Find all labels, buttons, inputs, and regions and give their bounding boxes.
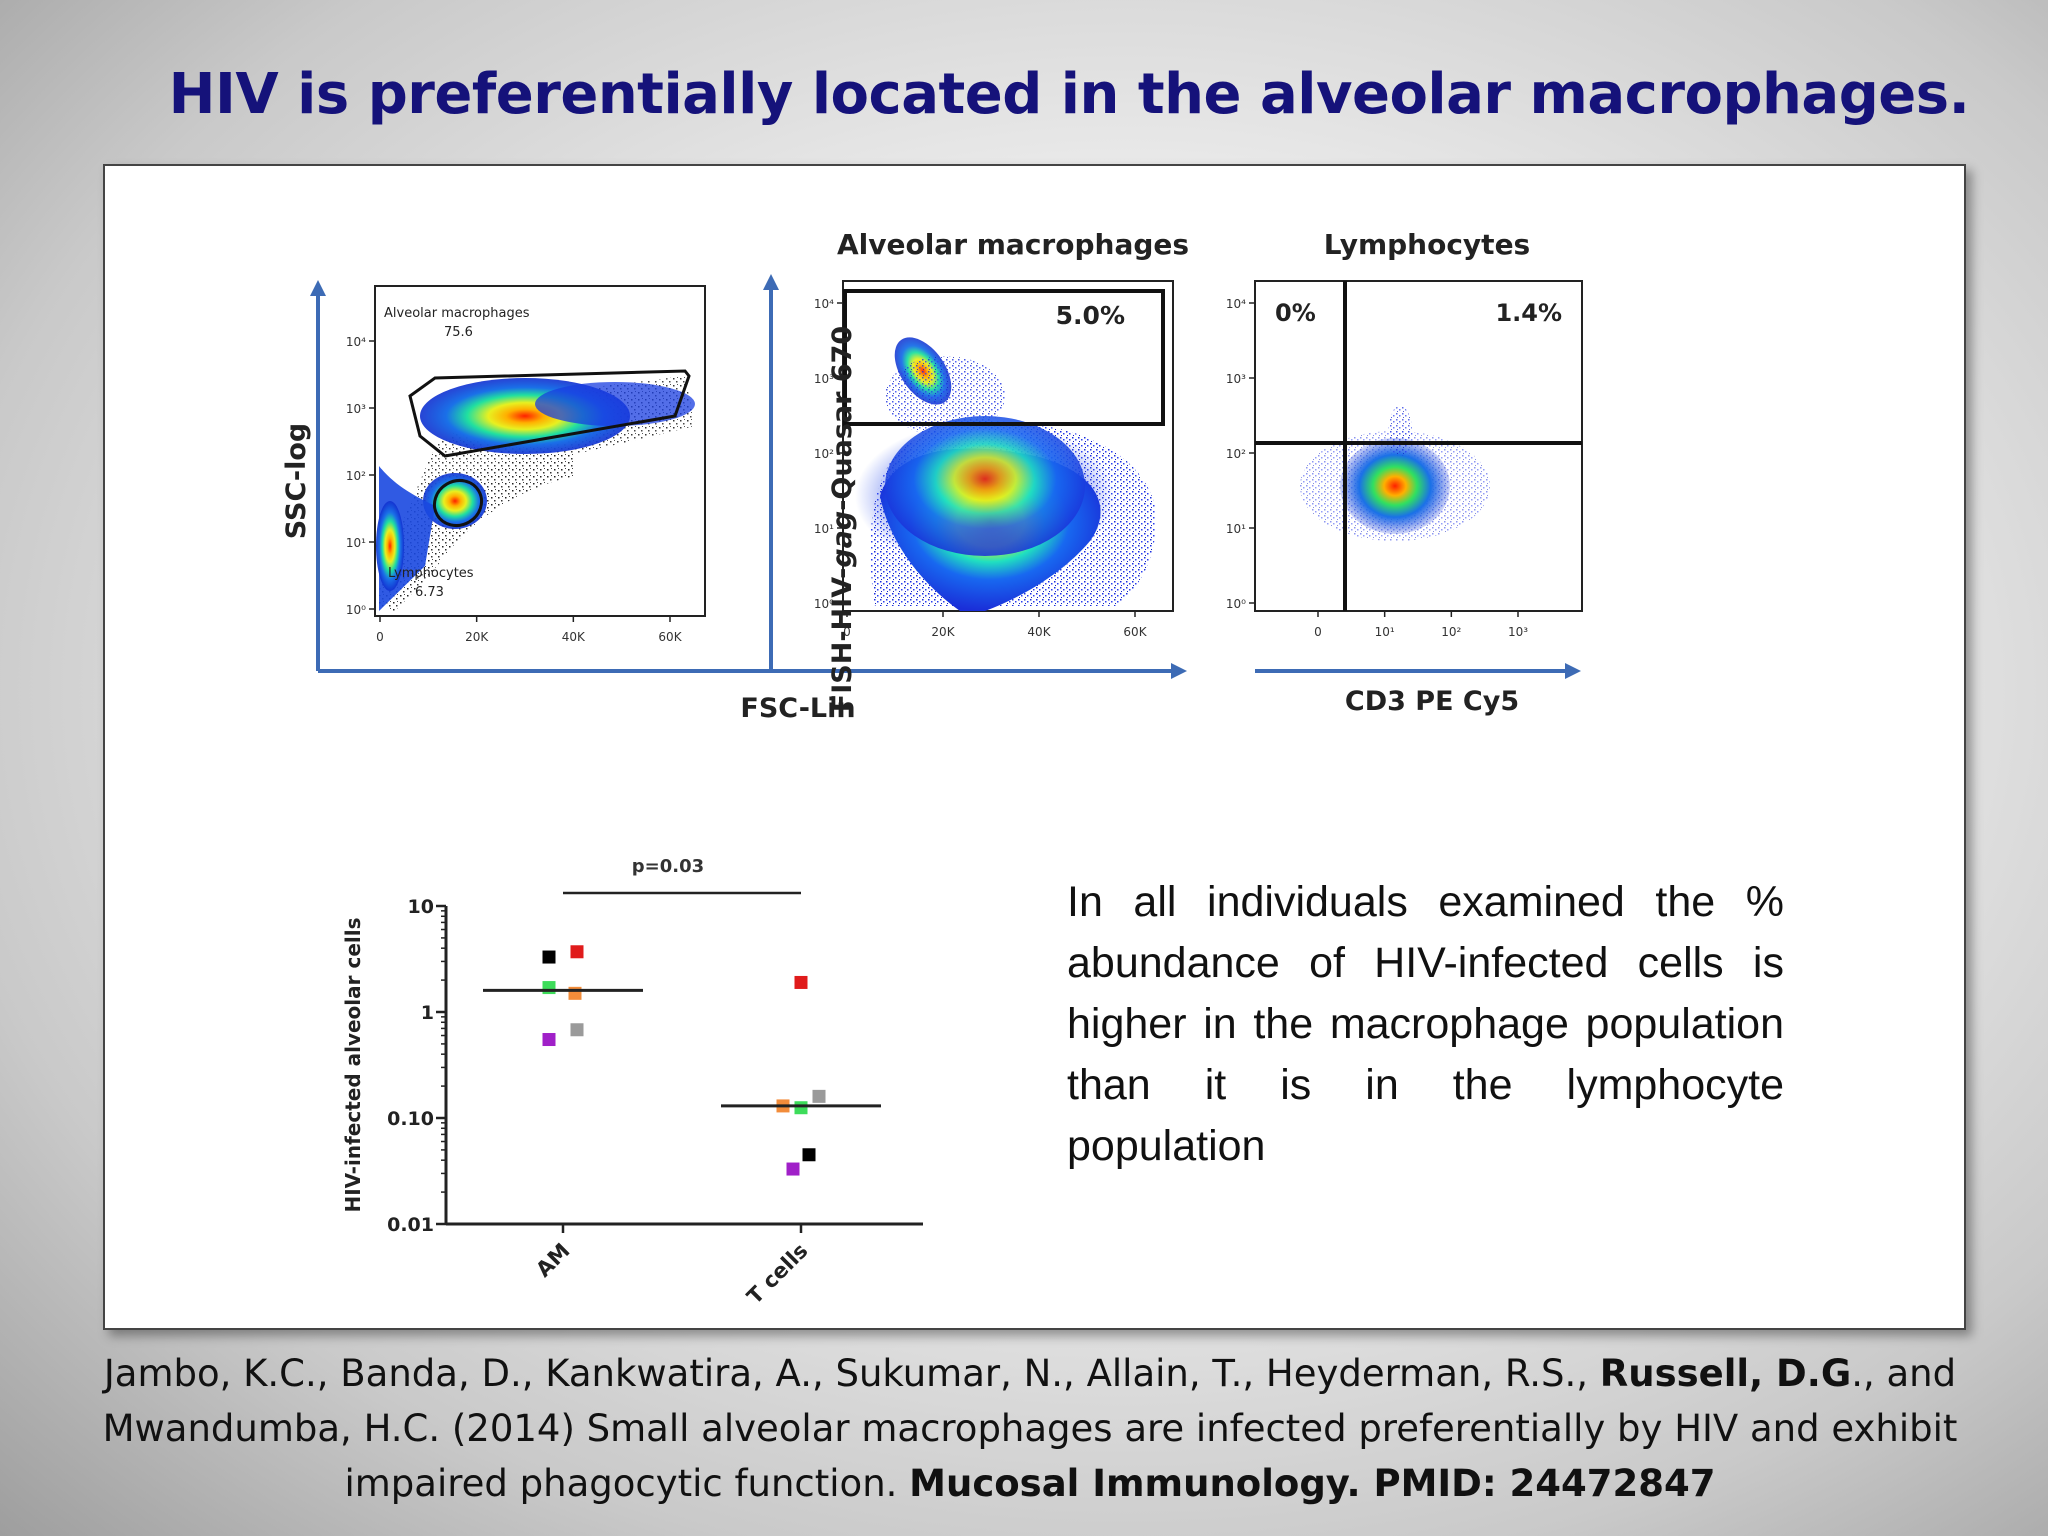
panel1-x-ticks: 0 20K 40K 60K: [376, 616, 683, 644]
gate-bottom-value: 6.73: [415, 585, 444, 600]
quadrant-upper-right: 1.4%: [1495, 299, 1562, 327]
panel2-gate-percent: 5.0%: [1056, 301, 1125, 330]
data-point: [542, 1033, 556, 1047]
shared-x-axis-label: FSC-Lin: [740, 693, 855, 724]
x-tick-label: 10²: [1441, 625, 1461, 639]
flow-panel-3: Lymphocytes 0% 1.4% 10⁴ 10³ 10² 10¹ 10⁰ 0 10¹…: [1226, 228, 1583, 717]
x-tick-label: AM: [531, 1239, 574, 1282]
x-tick-label: 20K: [465, 630, 489, 644]
y-tick-label: 10²: [346, 469, 366, 483]
y-tick-label: 10⁴: [346, 335, 366, 349]
body-text: In all individuals examined the % abunda…: [1067, 878, 1784, 1170]
y-tick-label: 10¹: [1226, 522, 1246, 536]
hiv-dot-plot: 10 1 0.10 0.01 HIV-infected alveolar cells AM…: [341, 856, 923, 1309]
y-tick-label: 10²: [1226, 447, 1246, 461]
panel1-y-axis-label: SSC-log: [281, 423, 312, 539]
arrow-head-icon: [1565, 663, 1581, 679]
x-tick-label: 10¹: [1375, 625, 1395, 639]
x-tick-label: 0: [1314, 625, 1322, 639]
panel3-x-axis-label: CD3 PE Cy5: [1345, 686, 1519, 717]
y-tick-label: 10²: [814, 447, 834, 461]
quadrant-upper-left: 0%: [1275, 299, 1316, 327]
gate-alveolar-macrophages: [408, 369, 691, 458]
data-point: [570, 945, 584, 959]
y-tick-label: 0.01: [387, 1214, 434, 1236]
x-tick-label: 60K: [1123, 625, 1147, 639]
gate-top-label: Alveolar macrophages: [384, 306, 530, 321]
y-tick-label: 10⁰: [1226, 597, 1246, 611]
y-tick-label: 0.10: [387, 1108, 434, 1130]
flow-panel-1: Alveolar macrophages 75.6 Lymphocytes 6.…: [281, 285, 706, 644]
y-tick-label: 10⁴: [1226, 297, 1246, 311]
gate-bottom-label: Lymphocytes: [388, 566, 474, 581]
x-tick-label: 10³: [1508, 625, 1528, 639]
x-tick-label: 0: [376, 630, 384, 644]
panel2-title: Alveolar macrophages: [837, 228, 1189, 261]
citation: Jambo, K.C., Banda, D., Kankwatira, A., …: [90, 1346, 1970, 1511]
citation-authors: Jambo, K.C., Banda, D., Kankwatira, A., …: [103, 1352, 1600, 1395]
panel3-x-ticks: 0 10¹ 10² 10³: [1314, 611, 1528, 639]
x-tick-label: 0: [843, 625, 851, 639]
dot-plot-y-axis-label: HIV-infected alveolar cells: [341, 917, 365, 1212]
gate-lymphocytes: [432, 478, 484, 528]
data-point: [542, 981, 556, 995]
data-point: [570, 1023, 584, 1037]
y-tick-label: 10⁰: [814, 597, 834, 611]
y-tick-label: 10⁰: [346, 603, 366, 617]
data-point: [568, 986, 582, 1000]
significance-label: p=0.03: [632, 856, 704, 877]
figure-panel: Alveolar macrophages 75.6 Lymphocytes 6.…: [103, 164, 1966, 1330]
panel1-y-ticks: 10⁴ 10³ 10² 10¹ 10⁰: [346, 335, 375, 617]
panel2-y-axis-label: FISH-HIV-gag-Quasar 670: [827, 326, 858, 712]
gate-top-value: 75.6: [444, 325, 473, 340]
y-tick-label: 1: [421, 1002, 434, 1024]
panel3-y-ticks: 10⁴ 10³ 10² 10¹ 10⁰: [1226, 297, 1255, 611]
y-tick-label: 10: [408, 896, 434, 918]
y-tick-label: 10¹: [346, 536, 366, 550]
x-tick-label: 60K: [658, 630, 682, 644]
panel3-title: Lymphocytes: [1324, 228, 1530, 261]
x-tick-label: 40K: [562, 630, 586, 644]
panel2-x-ticks: 0 20K 40K 60K: [843, 611, 1148, 639]
y-tick-label: 10¹: [814, 522, 834, 536]
data-point: [812, 1089, 826, 1103]
citation-bold-author: Russell, D.G: [1599, 1352, 1852, 1395]
flow-cytometry-figure: Alveolar macrophages 75.6 Lymphocytes 6.…: [281, 228, 1583, 724]
y-tick-label: 10⁴: [814, 297, 834, 311]
data-point: [542, 950, 556, 964]
panel2-y-ticks: 10⁴ 10³ 10² 10¹ 10⁰: [814, 297, 843, 611]
data-point: [794, 1101, 808, 1115]
arrow-head-icon: [310, 280, 326, 296]
gate-hiv-positive: [843, 289, 1165, 426]
x-tick-label: 20K: [931, 625, 955, 639]
y-tick-label: 10³: [814, 372, 834, 386]
data-point: [802, 1148, 816, 1162]
citation-journal: Mucosal Immunology. PMID: 24472847: [909, 1462, 1716, 1505]
x-tick-label: T cells: [742, 1239, 812, 1309]
y-tick-label: 10³: [1226, 372, 1246, 386]
slide-title: HIV is preferentially located in the alv…: [168, 62, 1970, 127]
y-tick-label: 10³: [346, 402, 366, 416]
data-point: [786, 1162, 800, 1176]
data-point: [794, 975, 808, 989]
flow-panel-2: Alveolar macrophages 5.0% 10⁴10³10²10¹10…: [814, 228, 1189, 712]
x-tick-label: 40K: [1027, 625, 1051, 639]
citation-title: ., and Mwandumba, H.C. (2014) Small alve…: [102, 1352, 1958, 1505]
arrow-head-icon: [1171, 663, 1187, 679]
arrow-head-icon: [763, 274, 779, 290]
